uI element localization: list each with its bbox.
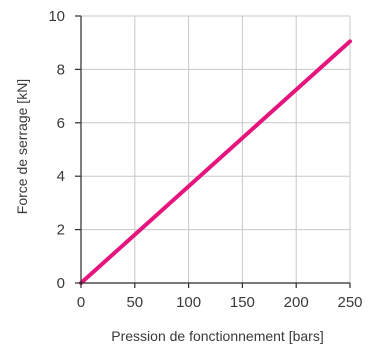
y-axis-label: Force de serrage [kN] <box>14 79 30 214</box>
y-tick-label: 10 <box>48 8 65 25</box>
axes <box>75 15 351 288</box>
grid <box>81 15 351 283</box>
x-tick-label: 200 <box>284 294 309 311</box>
x-tick-label: 150 <box>230 294 255 311</box>
y-tick-label: 6 <box>57 115 65 132</box>
x-tick-label: 100 <box>176 294 201 311</box>
series-group <box>79 39 352 285</box>
y-tick-label: 2 <box>57 222 65 239</box>
y-tick-label: 0 <box>57 275 65 292</box>
tick-labels: 0 50 100 150 200 250 0 2 4 6 8 10 <box>48 8 362 311</box>
y-tick-label: 4 <box>57 168 65 185</box>
x-tick-label: 50 <box>126 294 143 311</box>
x-tick-label: 250 <box>337 294 362 311</box>
y-tick-label: 8 <box>57 61 65 78</box>
x-axis-label: Pression de fonctionnement [bars] <box>111 328 323 344</box>
x-tick-label: 0 <box>77 294 85 311</box>
series-line <box>79 39 352 285</box>
